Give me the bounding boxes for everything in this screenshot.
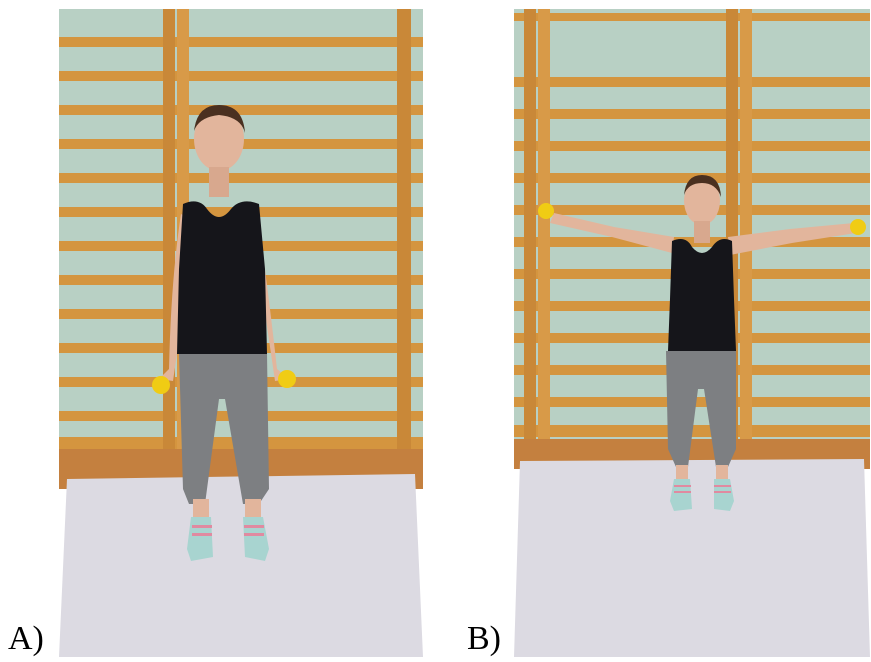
exercise-photo-a	[59, 9, 423, 657]
panel-label-b: B)	[467, 620, 501, 657]
person-a	[152, 105, 296, 561]
photo-panel-b	[514, 9, 870, 657]
exercise-photo-b	[514, 9, 870, 657]
photo-panel-a	[59, 9, 423, 657]
panel-label-a: A)	[8, 620, 44, 657]
person-b	[538, 175, 866, 511]
